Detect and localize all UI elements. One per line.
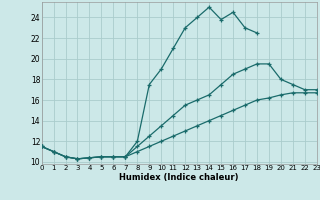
X-axis label: Humidex (Indice chaleur): Humidex (Indice chaleur) [119,173,239,182]
